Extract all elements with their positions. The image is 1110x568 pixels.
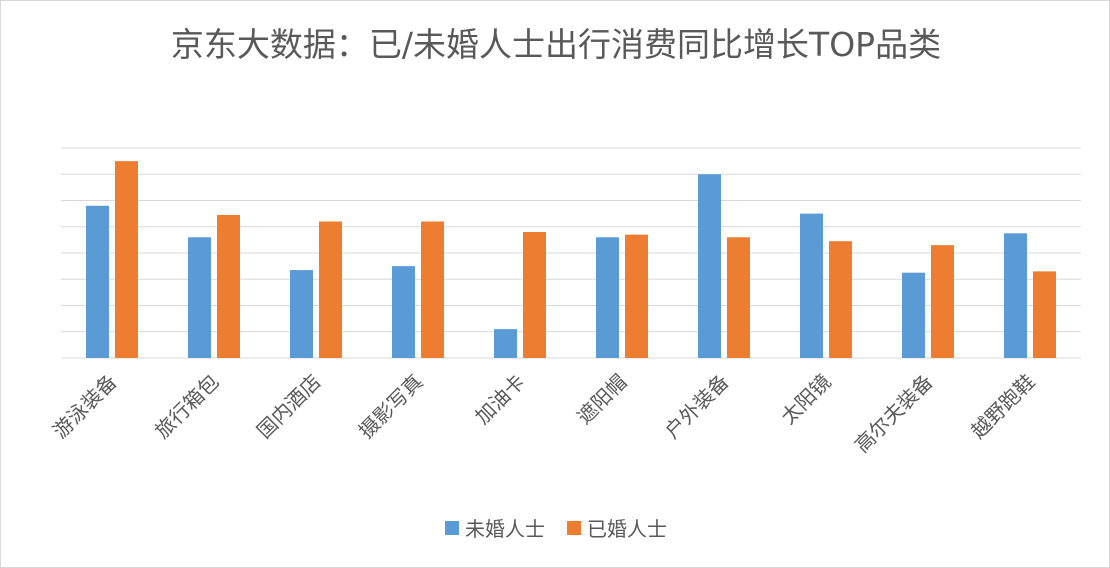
legend-swatch-unmarried [445, 520, 459, 535]
x-tick-label: 越野跑鞋 [966, 370, 1040, 444]
x-tick-label: 太阳镜 [776, 370, 835, 429]
bar-unmarried-8 [902, 272, 925, 358]
bar-unmarried-9 [1004, 233, 1027, 358]
bar-married-8 [931, 245, 954, 358]
bar-married-2 [319, 221, 342, 358]
x-tick-label: 高尔夫装备 [850, 370, 938, 458]
bar-unmarried-0 [86, 205, 109, 358]
legend-item-married: 已婚人士 [567, 513, 667, 542]
chart-title: 京东大数据：已/未婚人士出行消费同比增长TOP品类 [170, 25, 942, 64]
bar-unmarried-7 [800, 213, 823, 358]
legend-label-unmarried: 未婚人士 [465, 517, 545, 541]
legend-item-unmarried: 未婚人士 [445, 513, 545, 542]
legend-swatch-married [567, 520, 581, 535]
x-tick-label: 游泳装备 [48, 370, 122, 444]
x-tick-label: 旅行箱包 [150, 370, 224, 444]
x-tick-label: 国内酒店 [252, 370, 326, 444]
bar-married-3 [421, 221, 444, 358]
bar-married-9 [1033, 271, 1056, 358]
bar-unmarried-4 [494, 329, 517, 358]
bar-unmarried-6 [698, 174, 721, 358]
bar-unmarried-5 [596, 237, 619, 358]
bar-married-1 [217, 214, 240, 358]
bar-married-7 [829, 241, 852, 358]
x-tick-label: 遮阳帽 [572, 370, 631, 429]
bar-married-6 [727, 237, 750, 358]
x-tick-label: 户外装备 [660, 370, 734, 444]
bar-married-4 [523, 232, 546, 358]
bar-unmarried-1 [188, 237, 211, 358]
x-tick-label: 加油卡 [470, 370, 529, 429]
bar-unmarried-3 [392, 266, 415, 358]
bar-unmarried-2 [290, 270, 313, 358]
legend-label-married: 已婚人士 [587, 517, 667, 541]
x-tick-label: 摄影写真 [354, 370, 428, 444]
bar-married-5 [625, 234, 648, 358]
chart-legend: 未婚人士 已婚人士 [1, 513, 1109, 542]
bar-chart-plot: 游泳装备 旅行箱包 国内酒店 摄影写真 加油卡 遮阳帽 户外装备 太阳镜 高尔夫装备 越野跑鞋 [48, 147, 1081, 458]
bar-married-0 [115, 161, 138, 358]
